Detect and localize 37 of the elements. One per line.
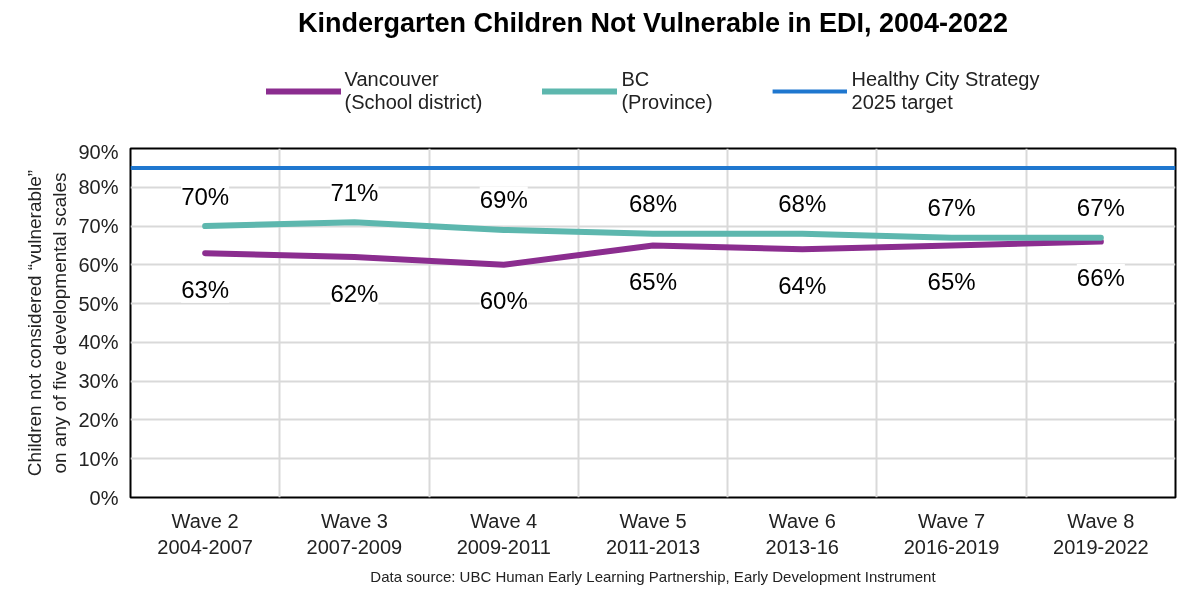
legend-label: BC (Province) <box>621 68 713 114</box>
data-label: 67% <box>927 194 976 222</box>
y-tick-label: 40% <box>78 331 119 354</box>
x-tick-label: Wave 8 2019-2022 <box>1053 509 1149 558</box>
data-label: 71% <box>330 178 379 206</box>
y-tick-label: 60% <box>78 253 119 276</box>
y-tick-label: 10% <box>78 447 119 470</box>
data-label: 68% <box>628 190 678 218</box>
legend-label: Vancouver (School district) <box>344 68 483 114</box>
data-label: 68% <box>778 190 827 218</box>
chart-title: Kindergarten Children Not Vulnerable in EDI, 2004-2022 <box>297 7 1009 38</box>
data-label: 66% <box>1076 264 1125 292</box>
x-tick-label: Wave 4 2009-2011 <box>456 509 551 558</box>
data-label: 64% <box>778 271 827 299</box>
source-note: Data source: UBC Human Early Learning Partnership, Early Development Instrument <box>370 567 937 585</box>
y-tick-label: 20% <box>78 408 119 431</box>
data-label: 65% <box>628 267 678 295</box>
x-tick-label: Wave 6 2013-16 <box>765 509 839 558</box>
data-label: 67% <box>1076 194 1125 222</box>
data-label: 70% <box>181 182 230 210</box>
y-tick-label: 50% <box>78 292 119 315</box>
data-label: 65% <box>927 267 976 295</box>
x-tick-label: Wave 7 2016-2019 <box>903 509 1000 558</box>
y-axis-title: Children not considered “vulnerable” on any of five developmental scales <box>24 169 71 477</box>
y-tick-label: 80% <box>78 176 119 199</box>
y-tick-label: 70% <box>78 215 119 238</box>
y-tick-label: 30% <box>78 370 119 393</box>
data-label: 62% <box>330 279 379 307</box>
data-label: 69% <box>479 186 528 214</box>
data-label: 63% <box>181 275 230 303</box>
y-tick-label: 90% <box>78 140 119 163</box>
x-tick-label: Wave 5 2011-2013 <box>605 509 701 558</box>
data-label: 60% <box>479 287 528 315</box>
x-tick-label: Wave 3 2007-2009 <box>306 509 403 558</box>
legend-label: Healthy City Strategy 2025 target <box>851 68 1040 114</box>
y-tick-label: 0% <box>89 486 119 509</box>
x-tick-label: Wave 2 2004-2007 <box>157 509 253 558</box>
